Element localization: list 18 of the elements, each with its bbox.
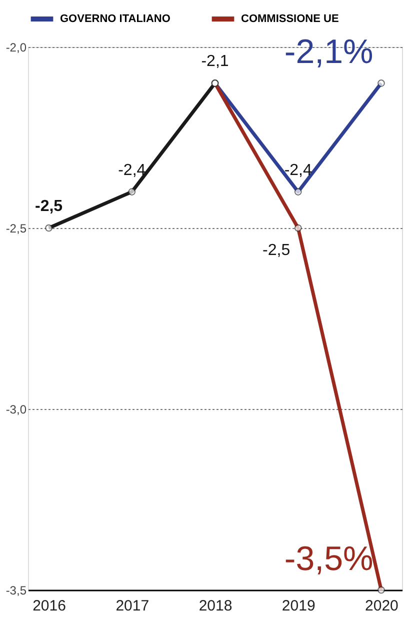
y-tick-label: -3,0: [6, 402, 27, 416]
y-tick-label: -2,0: [6, 40, 27, 54]
x-tick-label: 2017: [116, 598, 150, 614]
data-label: -2,5: [262, 242, 290, 259]
legend-label: GOVERNO ITALIANO: [60, 13, 171, 25]
data-label: -2,1%: [284, 33, 374, 72]
y-tick-label: -3,5: [6, 584, 27, 598]
x-tick-label: 2016: [32, 598, 66, 614]
data-label: -2,5: [34, 198, 63, 215]
data-label: -2,4: [118, 162, 146, 179]
x-tick-label: 2020: [365, 598, 398, 614]
legend-label: COMMISSIONE UE: [241, 13, 339, 25]
data-label: -2,4: [284, 162, 312, 179]
x-tick-label: 2018: [198, 598, 232, 614]
x-tick-label: 2019: [282, 598, 316, 614]
y-tick-label: -2,5: [6, 222, 27, 236]
data-label: -2,1: [201, 53, 229, 70]
data-label: -3,5%: [284, 540, 374, 578]
